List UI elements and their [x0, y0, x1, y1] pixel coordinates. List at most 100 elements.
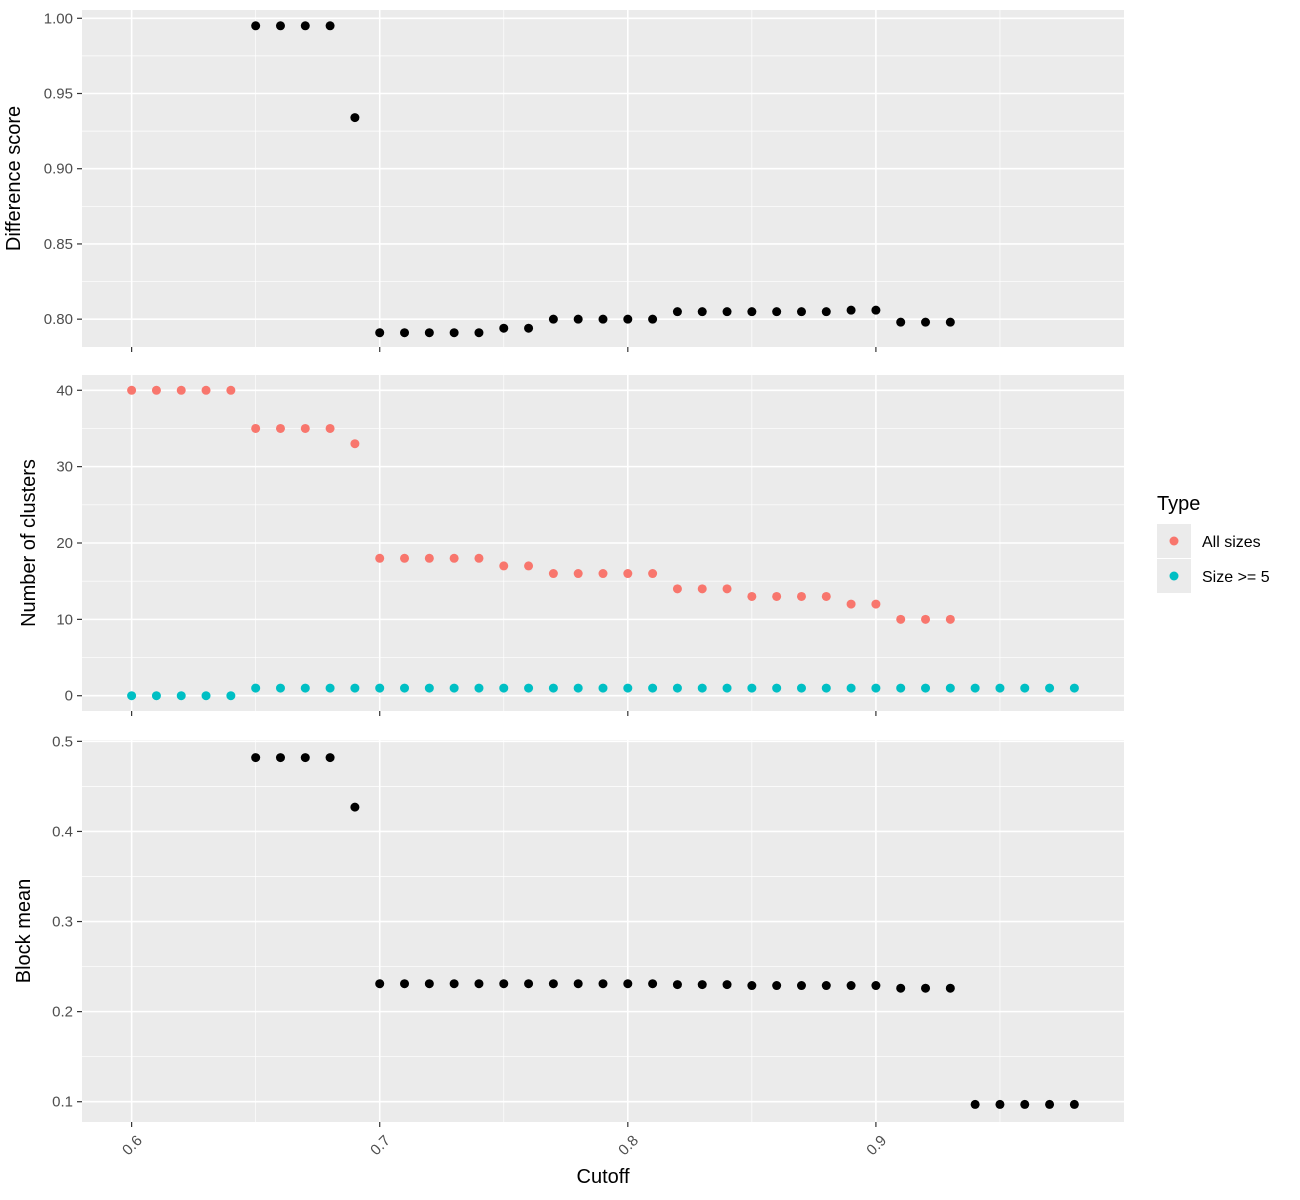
- data-point: [871, 683, 881, 693]
- data-point: [226, 385, 236, 395]
- x-tick-label: 0.7: [367, 1132, 394, 1159]
- data-point: [896, 683, 906, 693]
- data-point: [400, 683, 410, 693]
- legend-label: All sizes: [1202, 534, 1261, 551]
- series-points: [251, 753, 1079, 1109]
- data-point: [325, 21, 335, 31]
- data-point: [275, 21, 285, 31]
- data-point: [573, 683, 583, 693]
- data-point: [400, 979, 410, 989]
- data-point: [747, 591, 757, 601]
- panel-3: 0.1 0.2 0.3 0.4 0.5 Block mean: [13, 733, 1124, 1127]
- data-point: [325, 683, 335, 693]
- data-point: [524, 683, 534, 693]
- data-point: [945, 983, 955, 993]
- data-point: [350, 113, 360, 123]
- data-point: [821, 683, 831, 693]
- data-point: [747, 981, 757, 991]
- data-point: [846, 981, 856, 991]
- data-point: [325, 753, 335, 763]
- panel-1: 0.80 0.85 0.90 0.95 1.00 Difference score: [3, 10, 1124, 352]
- legend-key-point: [1169, 571, 1179, 581]
- data-point: [722, 683, 732, 693]
- panel-background: [82, 740, 1124, 1122]
- data-point: [499, 323, 509, 333]
- data-point: [548, 979, 558, 989]
- data-point: [375, 979, 385, 989]
- y-tick-label: 0.90: [44, 161, 73, 178]
- y-tick-label: 40: [56, 382, 73, 399]
- data-point: [499, 561, 509, 571]
- data-point: [821, 307, 831, 317]
- data-point: [201, 385, 211, 395]
- data-point: [350, 802, 360, 812]
- data-point: [970, 683, 980, 693]
- data-point: [871, 599, 881, 609]
- data-point: [226, 691, 236, 701]
- data-point: [821, 591, 831, 601]
- data-point: [598, 569, 608, 579]
- data-point: [127, 691, 137, 701]
- data-point: [921, 683, 931, 693]
- data-point: [424, 979, 434, 989]
- data-point: [871, 981, 881, 991]
- data-point: [1020, 683, 1030, 693]
- series-all-sizes: [127, 385, 955, 624]
- x-tick-label: 0.6: [119, 1132, 146, 1159]
- data-point: [375, 553, 385, 563]
- data-point: [722, 584, 732, 594]
- data-point: [424, 553, 434, 563]
- data-point: [474, 328, 484, 338]
- data-point: [375, 328, 385, 338]
- y-tick-label: 0: [65, 688, 73, 705]
- legend: Type All sizes Size >= 5: [1157, 493, 1270, 593]
- data-point: [672, 307, 682, 317]
- data-point: [449, 328, 459, 338]
- data-point: [499, 683, 509, 693]
- data-point: [1045, 683, 1055, 693]
- data-point: [300, 683, 310, 693]
- data-point: [400, 553, 410, 563]
- data-point: [524, 323, 534, 333]
- data-point: [300, 21, 310, 31]
- data-point: [921, 317, 931, 327]
- panel-background: [82, 10, 1124, 347]
- data-point: [176, 385, 186, 395]
- data-point: [499, 979, 509, 989]
- y-tick-label: 10: [56, 611, 73, 628]
- data-point: [747, 307, 757, 317]
- data-point: [251, 423, 261, 433]
- data-point: [772, 591, 782, 601]
- data-point: [648, 683, 658, 693]
- legend-label: Size >= 5: [1202, 569, 1270, 586]
- y-tick-label: 20: [56, 535, 73, 552]
- y-axis-title: Number of clusters: [18, 459, 40, 627]
- data-point: [796, 981, 806, 991]
- data-point: [896, 317, 906, 327]
- data-point: [722, 980, 732, 990]
- panel-2: 0 10 20 30 40 Number of clusters: [18, 375, 1124, 716]
- y-tick-label: 0.2: [52, 1004, 73, 1021]
- data-point: [697, 980, 707, 990]
- x-tick-label: 0.9: [863, 1132, 890, 1159]
- data-point: [325, 423, 335, 433]
- data-point: [400, 328, 410, 338]
- data-point: [474, 553, 484, 563]
- data-point: [300, 423, 310, 433]
- data-point: [598, 683, 608, 693]
- data-point: [945, 683, 955, 693]
- data-point: [275, 423, 285, 433]
- data-point: [350, 683, 360, 693]
- data-point: [1045, 1099, 1055, 1109]
- y-tick-label: 0.5: [52, 733, 73, 750]
- data-point: [573, 979, 583, 989]
- data-point: [623, 979, 633, 989]
- y-tick-label: 0.1: [52, 1094, 73, 1111]
- y-tick-label: 0.4: [52, 823, 73, 840]
- y-tick-label: 0.3: [52, 914, 73, 931]
- data-point: [921, 614, 931, 624]
- data-point: [1069, 683, 1079, 693]
- data-point: [598, 314, 608, 324]
- data-point: [648, 569, 658, 579]
